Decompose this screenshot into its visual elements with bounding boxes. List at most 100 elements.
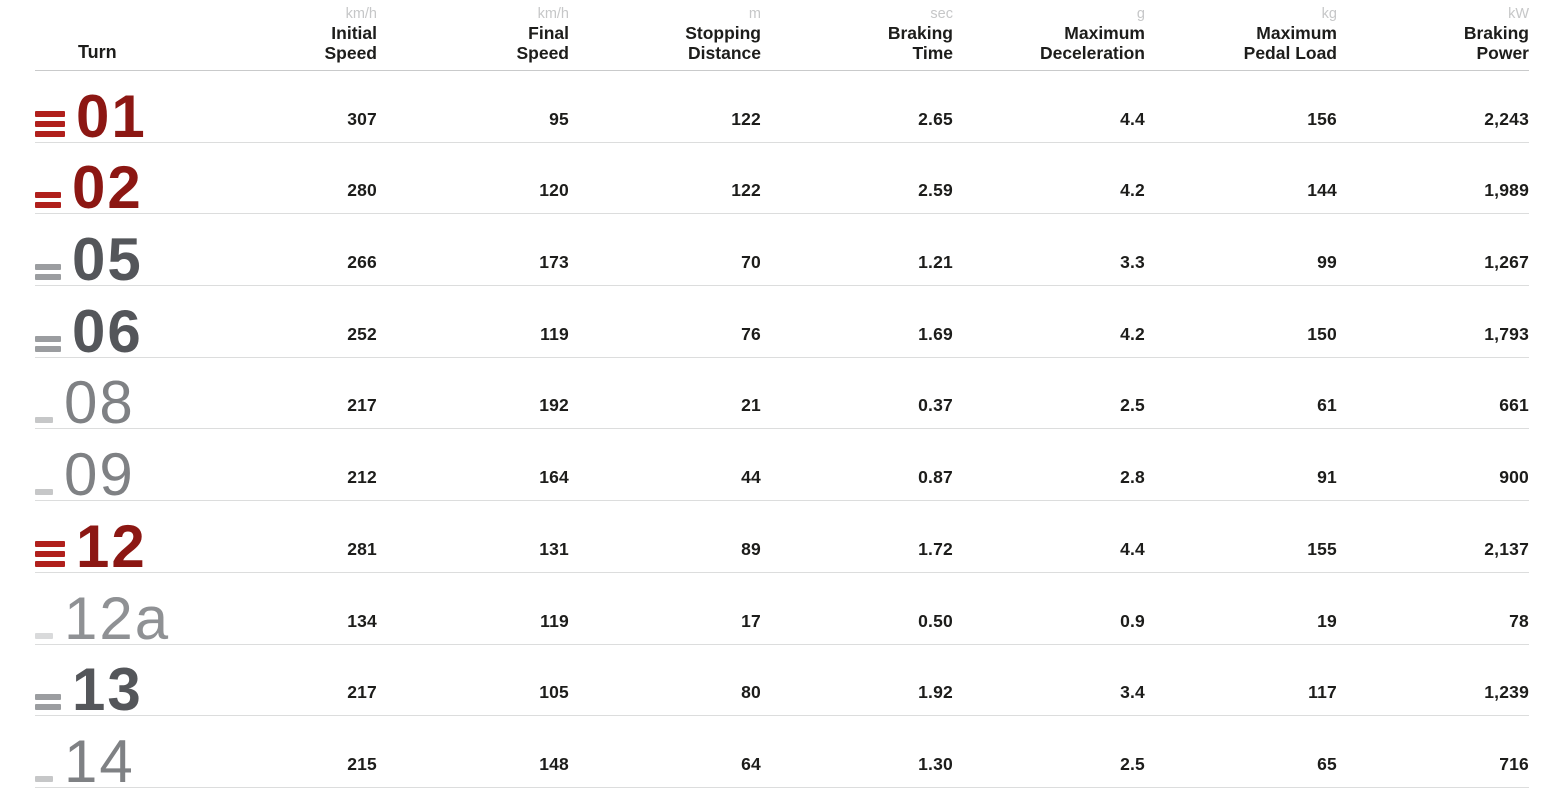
turn-cell: 12	[35, 501, 185, 580]
braking-power-value: 1,989	[1484, 180, 1529, 201]
initial-speed-value: 252	[347, 323, 377, 344]
table-row-turn-12a: 12a 134 119 17 0.50 0.9 19 78	[35, 573, 1529, 652]
column-header-final-speed: km/h Final Speed	[377, 5, 569, 70]
braking-time-value: 1.21	[918, 252, 953, 273]
unit-label: km/h	[345, 6, 377, 22]
table-row-turn-14: 14 215 148 64 1.30 2.5 65 716	[35, 716, 1529, 795]
maximum-pedal-load-value: 156	[1307, 108, 1337, 129]
stopping-distance-value: 89	[741, 538, 761, 559]
maximum-deceleration-value: 2.5	[1120, 395, 1145, 416]
stopping-distance-value: 76	[741, 323, 761, 344]
turn-number: 06	[72, 297, 143, 365]
braking-power-value: 2,137	[1484, 538, 1529, 559]
turn-number: 14	[64, 727, 135, 795]
final-speed-value: 120	[539, 180, 569, 201]
initial-speed-value: 266	[347, 252, 377, 273]
maximum-deceleration-value: 4.4	[1120, 108, 1145, 129]
turn-cell: 01	[35, 71, 185, 150]
maximum-pedal-load-value: 61	[1317, 395, 1337, 416]
maximum-pedal-load-value: 65	[1317, 753, 1337, 774]
turn-cell: 12a	[35, 573, 185, 652]
unit-label: m	[748, 6, 761, 22]
turn-cell: 09	[35, 429, 185, 505]
initial-speed-value: 212	[347, 467, 377, 488]
final-speed-value: 148	[539, 753, 569, 774]
column-header-maximum-deceleration: g Maximum Deceleration	[953, 5, 1145, 70]
table-row-turn-12: 12 281 131 89 1.72 4.4 155 2,137	[35, 501, 1529, 580]
turn-cell: 13	[35, 645, 185, 720]
braking-power-value: 1,239	[1484, 682, 1529, 703]
maximum-deceleration-value: 3.4	[1120, 682, 1145, 703]
turn-column-header: Turn	[78, 42, 117, 62]
initial-speed-value: 281	[347, 538, 377, 559]
turn-number: 12	[76, 512, 147, 580]
maximum-deceleration-value: 4.2	[1120, 180, 1145, 201]
brake-intensity-icon	[35, 417, 53, 424]
braking-time-value: 1.72	[918, 538, 953, 559]
stopping-distance-value: 44	[741, 467, 761, 488]
brake-intensity-icon	[35, 540, 65, 567]
braking-time-value: 1.69	[918, 323, 953, 344]
turn-cell: 06	[35, 286, 185, 365]
braking-power-value: 900	[1499, 467, 1529, 488]
turn-number: 01	[76, 82, 147, 150]
braking-time-value: 2.59	[918, 180, 953, 201]
table-row-turn-09: 09 212 164 44 0.87 2.8 91 900	[35, 429, 1529, 505]
maximum-pedal-load-value: 155	[1307, 538, 1337, 559]
stopping-distance-value: 70	[741, 252, 761, 273]
column-header-initial-speed: km/h Initial Speed	[185, 5, 377, 70]
brake-intensity-icon	[35, 694, 61, 711]
turn-cell: 14	[35, 716, 185, 795]
initial-speed-value: 280	[347, 180, 377, 201]
final-speed-value: 164	[539, 467, 569, 488]
turn-cell: 02	[35, 143, 185, 218]
braking-power-value: 716	[1499, 753, 1529, 774]
brake-intensity-icon	[35, 335, 61, 352]
column-header-maximum-pedal-load: kg Maximum Pedal Load	[1145, 5, 1337, 70]
initial-speed-value: 217	[347, 682, 377, 703]
unit-label: sec	[930, 6, 953, 22]
unit-label: km/h	[537, 6, 569, 22]
brake-intensity-icon	[35, 775, 53, 782]
braking-power-value: 2,243	[1484, 108, 1529, 129]
maximum-pedal-load-value: 19	[1317, 610, 1337, 631]
column-header-braking-time: sec Braking Time	[761, 5, 953, 70]
maximum-pedal-load-value: 91	[1317, 467, 1337, 488]
braking-time-value: 0.50	[918, 610, 953, 631]
unit-label: kW	[1508, 6, 1529, 22]
table-row-turn-05: 05 266 173 70 1.21 3.3 99 1,267	[35, 214, 1529, 290]
final-speed-value: 95	[549, 108, 569, 129]
stopping-distance-value: 122	[731, 108, 761, 129]
column-header-braking-power: kW Braking Power	[1337, 5, 1529, 70]
stopping-distance-value: 64	[741, 753, 761, 774]
initial-speed-value: 217	[347, 395, 377, 416]
turn-cell: 05	[35, 214, 185, 290]
braking-time-value: 0.37	[918, 395, 953, 416]
braking-power-value: 1,793	[1484, 323, 1529, 344]
turn-number: 12a	[64, 584, 171, 652]
maximum-deceleration-value: 3.3	[1120, 252, 1145, 273]
final-speed-value: 119	[540, 610, 569, 631]
braking-time-value: 1.92	[918, 682, 953, 703]
table-header-row: Turn km/h Initial Speed km/h Final Speed…	[35, 0, 1529, 71]
braking-time-value: 1.30	[918, 753, 953, 774]
braking-time-value: 0.87	[918, 467, 953, 488]
brake-intensity-icon	[35, 632, 53, 639]
brake-intensity-icon	[35, 489, 53, 496]
braking-power-value: 1,267	[1484, 252, 1529, 273]
final-speed-value: 192	[539, 395, 569, 416]
stopping-distance-value: 17	[741, 610, 761, 631]
maximum-deceleration-value: 2.5	[1120, 753, 1145, 774]
brake-intensity-icon	[35, 110, 65, 137]
table-row-turn-02: 02 280 120 122 2.59 4.2 144 1,989	[35, 143, 1529, 218]
maximum-pedal-load-value: 144	[1307, 180, 1337, 201]
unit-label: g	[1136, 6, 1145, 22]
table-row-turn-13: 13 217 105 80 1.92 3.4 117 1,239	[35, 645, 1529, 720]
initial-speed-value: 215	[347, 753, 377, 774]
initial-speed-value: 134	[347, 610, 377, 631]
final-speed-value: 105	[539, 682, 569, 703]
turn-number: 08	[64, 369, 135, 437]
maximum-pedal-load-value: 99	[1317, 252, 1337, 273]
stopping-distance-value: 80	[741, 682, 761, 703]
table-row-turn-01: 01 307 95 122 2.65 4.4 156 2,243	[35, 71, 1529, 150]
